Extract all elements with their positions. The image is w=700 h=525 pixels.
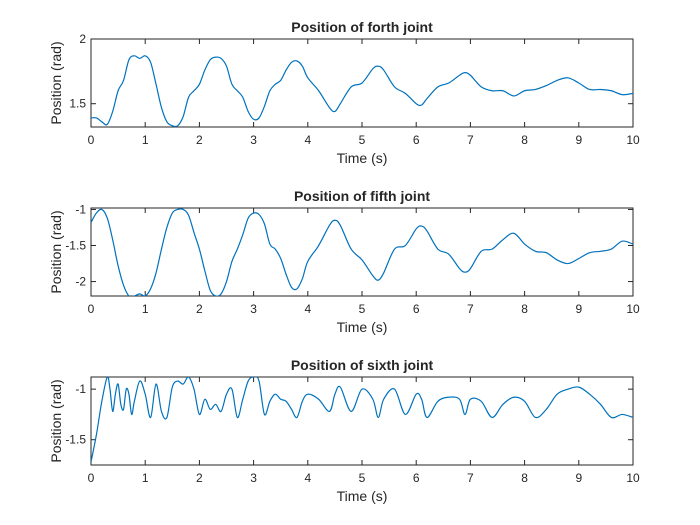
x-tick-label: 10 <box>626 133 640 147</box>
x-tick-label: 8 <box>521 133 528 147</box>
chart-title: Position of sixth joint <box>291 357 434 373</box>
series-line <box>91 377 633 463</box>
x-tick-label: 3 <box>250 471 257 485</box>
plot-area <box>90 207 634 297</box>
x-tick-label: 9 <box>575 133 582 147</box>
x-tick-label: 9 <box>575 471 582 485</box>
chart-title: Position of forth joint <box>291 19 433 35</box>
subplot-3: 0 1 2 3 4 5 6 7 8 9 10 -1.5 -1 Position of sixth join… <box>48 357 640 504</box>
y-axis-label: Position (rad) <box>48 41 64 124</box>
x-tick-label: 8 <box>521 302 528 316</box>
y-tick-label: -2 <box>75 275 86 289</box>
y-axis-label: Position (rad) <box>48 210 64 293</box>
x-tick-label: 0 <box>88 133 95 147</box>
plot-area <box>90 376 634 466</box>
x-tick-label: 0 <box>88 302 95 316</box>
x-axis-label: Time (s) <box>337 319 388 335</box>
x-tick-label: 1 <box>142 302 149 316</box>
x-tick-label: 6 <box>413 133 420 147</box>
x-tick-label: 2 <box>196 471 203 485</box>
y-axis-label: Position (rad) <box>48 379 64 462</box>
x-tick-label: 0 <box>88 471 95 485</box>
x-tick-label: 4 <box>304 302 311 316</box>
x-axis-label: Time (s) <box>337 150 388 166</box>
series-line <box>91 55 633 127</box>
x-tick-label: 1 <box>142 471 149 485</box>
y-tick-label: -1.5 <box>65 239 86 253</box>
x-tick-label: 1 <box>142 133 149 147</box>
subplot-1: 0 1 2 3 4 5 6 7 8 9 10 1.5 2 Position of forth joint T… <box>48 19 640 166</box>
x-tick-label: 9 <box>575 302 582 316</box>
y-tick-label: 1.5 <box>69 97 86 111</box>
x-tick-label: 8 <box>521 471 528 485</box>
x-tick-label: 7 <box>467 302 474 316</box>
x-tick-label: 10 <box>626 471 640 485</box>
y-tick-label: -1 <box>75 202 86 216</box>
y-tick-label: -1 <box>75 382 86 396</box>
subplot-2: 0 1 2 3 4 5 6 7 8 9 10 -2 -1.5 -1 Position of fifth jo… <box>48 188 640 335</box>
x-axis-label: Time (s) <box>337 488 388 504</box>
y-tick-label: 2 <box>79 32 86 46</box>
x-tick-label: 5 <box>359 471 366 485</box>
x-tick-label: 2 <box>196 302 203 316</box>
x-tick-label: 6 <box>413 302 420 316</box>
series-line <box>91 208 633 296</box>
x-tick-label: 3 <box>250 133 257 147</box>
x-tick-label: 4 <box>304 471 311 485</box>
x-tick-label: 4 <box>304 133 311 147</box>
x-tick-label: 7 <box>467 471 474 485</box>
x-tick-label: 5 <box>359 302 366 316</box>
x-tick-label: 10 <box>626 302 640 316</box>
chart-title: Position of fifth joint <box>294 188 430 204</box>
x-tick-label: 2 <box>196 133 203 147</box>
x-tick-label: 6 <box>413 471 420 485</box>
x-tick-label: 3 <box>250 302 257 316</box>
y-tick-label: -1.5 <box>65 433 86 447</box>
x-tick-label: 7 <box>467 133 474 147</box>
x-tick-label: 5 <box>359 133 366 147</box>
